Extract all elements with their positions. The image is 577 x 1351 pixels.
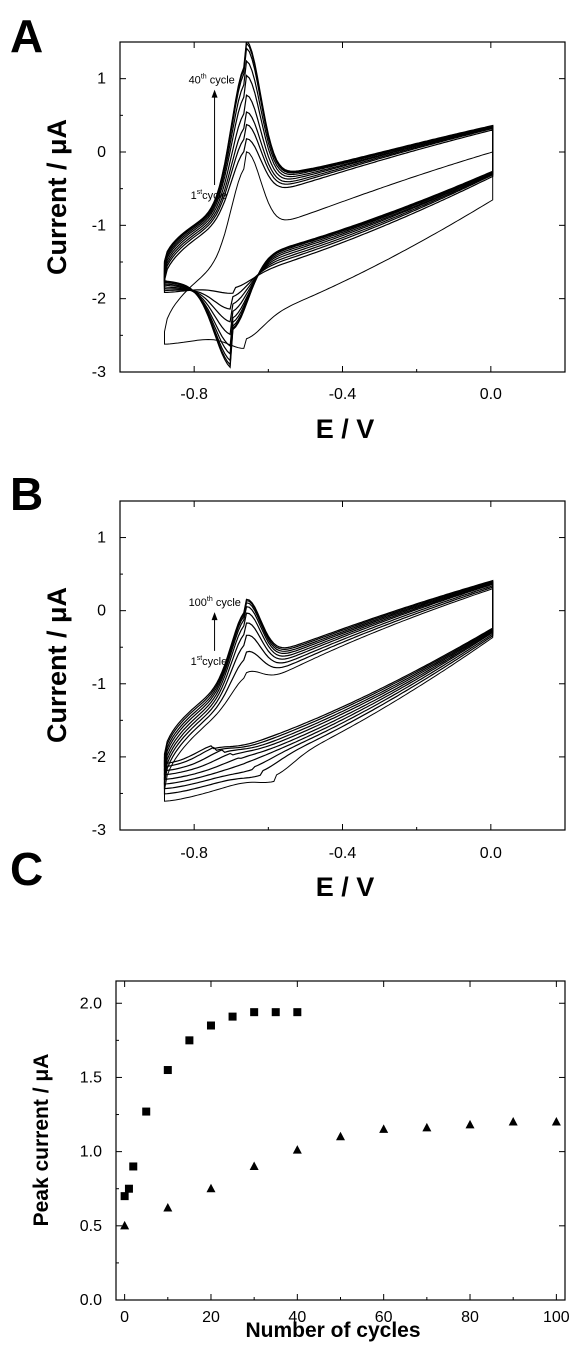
y-axis-title: Current / μA xyxy=(42,119,72,275)
y-tick-label: -3 xyxy=(92,364,106,381)
triangle-point xyxy=(508,1116,518,1126)
panel-b: 100th cycle 1stcycle -0.8 -0.4 0.0 -3 -2 -1 0 1 E … xyxy=(10,468,566,902)
triangle-point xyxy=(551,1116,561,1126)
x-tick-label: -0.8 xyxy=(180,845,208,862)
square-point xyxy=(124,1184,133,1193)
y-axis-title: Peak current / μA xyxy=(30,1054,53,1227)
square-point xyxy=(228,1012,237,1021)
x-axis-title: Number of cycles xyxy=(245,1319,420,1342)
x-tick-label: 0 xyxy=(120,1309,129,1326)
square-point xyxy=(185,1036,194,1045)
x-tick-label: 40 xyxy=(288,1309,306,1326)
y-axis-title: Current / μA xyxy=(42,587,72,743)
y-tick-label: -2 xyxy=(92,749,106,766)
cv-cycle-line xyxy=(164,151,494,349)
series-group xyxy=(163,42,494,369)
x-tick-label: 60 xyxy=(375,1309,393,1326)
annotation-last-cycle: 40th cycle xyxy=(189,74,235,87)
triangle-point xyxy=(292,1145,302,1154)
triangle-point xyxy=(336,1131,345,1141)
arrow-head-icon xyxy=(211,89,218,98)
x-tick-label: 0.0 xyxy=(480,386,502,403)
annotation-first-cycle: 1stcycle xyxy=(191,189,228,202)
cv-cycle-line xyxy=(163,583,494,785)
x-axis-title: E / V xyxy=(316,414,375,444)
y-tick-label: 1.0 xyxy=(80,1144,102,1161)
x-tick-label: 100 xyxy=(543,1309,570,1326)
cv-cycle-line xyxy=(163,582,494,780)
triangle-point xyxy=(379,1124,389,1133)
square-point xyxy=(163,1066,172,1075)
triangle-point xyxy=(249,1161,259,1170)
square-point xyxy=(271,1008,280,1017)
annotation-first-cycle: 1stcycle xyxy=(191,655,228,668)
y-tick-label: -1 xyxy=(92,217,106,234)
cv-cycle-line xyxy=(163,123,494,310)
square-point xyxy=(142,1107,151,1116)
x-axis-title: E / V xyxy=(316,872,375,902)
cv-cycle-line xyxy=(163,586,494,795)
y-tick-label: -1 xyxy=(92,676,106,693)
x-tick-label: 0.0 xyxy=(480,845,502,862)
cv-cycle-line xyxy=(163,59,494,356)
triangle-point xyxy=(163,1203,173,1212)
panel-label: A xyxy=(10,10,43,62)
y-tick-label: -3 xyxy=(92,822,106,839)
square-point xyxy=(206,1021,215,1030)
panel-a: 40th cycle 1stcycle -0.8 -0.4 0.0 -3 -2 -1 0 1 E /… xyxy=(10,10,566,444)
annotation-last-cycle: 100th cycle xyxy=(189,596,241,609)
plot-frame xyxy=(115,980,566,1301)
square-point xyxy=(129,1162,138,1171)
cv-cycle-line xyxy=(163,42,494,369)
triangle-point xyxy=(465,1119,475,1129)
plot-frame xyxy=(119,41,566,373)
cv-cycle-line xyxy=(163,579,494,765)
x-tick-label: 20 xyxy=(202,1309,220,1326)
x-tick-label: -0.4 xyxy=(329,845,357,862)
panel-label: B xyxy=(10,468,43,520)
cv-cycle-line xyxy=(163,584,494,790)
square-point xyxy=(293,1008,302,1017)
y-tick-label: 1.5 xyxy=(80,1069,102,1086)
triangle-point xyxy=(422,1122,432,1132)
arrow-head-icon xyxy=(211,612,218,621)
triangle-point xyxy=(120,1220,130,1230)
triangle-point xyxy=(206,1183,216,1193)
cv-cycle-line xyxy=(164,588,494,802)
cv-cycle-line xyxy=(163,581,494,772)
y-tick-label: 1 xyxy=(97,530,106,547)
x-tick-label: -0.4 xyxy=(329,386,357,403)
x-tick-label: -0.8 xyxy=(180,386,208,403)
y-tick-label: 2.0 xyxy=(80,995,102,1012)
y-tick-label: 0 xyxy=(97,603,106,620)
y-tick-label: 0.5 xyxy=(80,1218,102,1235)
cv-cycle-line xyxy=(163,129,494,294)
square-point xyxy=(250,1008,259,1017)
x-tick-label: 80 xyxy=(461,1309,479,1326)
cv-cycle-line xyxy=(163,74,494,348)
y-tick-label: 0.0 xyxy=(80,1292,102,1309)
panel-c: 0 20 40 60 80 100 0.0 0.5 1.0 1.5 2.0 Number of cyc… xyxy=(10,843,570,1342)
cv-cycle-line xyxy=(163,111,494,323)
y-tick-label: 0 xyxy=(97,144,106,161)
y-tick-label: 1 xyxy=(97,71,106,88)
panel-label: C xyxy=(10,843,43,895)
cv-cycle-line xyxy=(163,580,494,768)
square-point xyxy=(120,1192,129,1201)
series-group xyxy=(163,579,494,802)
y-tick-label: -2 xyxy=(92,291,106,308)
cv-cycle-line xyxy=(163,581,494,776)
